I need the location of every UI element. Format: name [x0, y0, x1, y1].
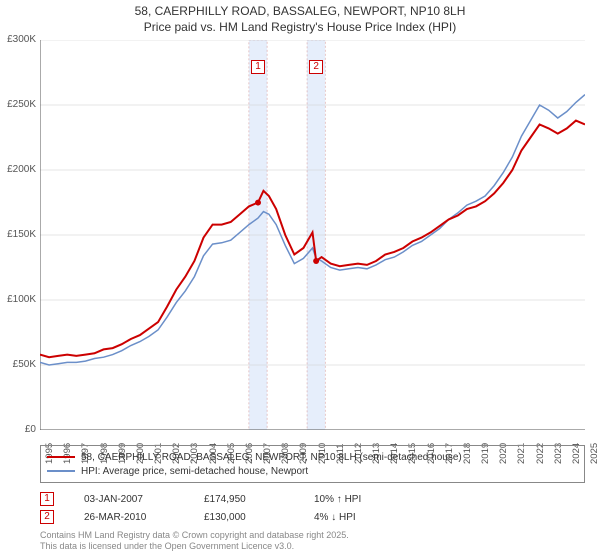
title-line1: 58, CAERPHILLY ROAD, BASSALEG, NEWPORT, … — [0, 4, 600, 20]
y-axis-tick-label: £50K — [0, 359, 36, 370]
hpi-cell: 10% ↑ HPI — [314, 494, 361, 505]
legend: 58, CAERPHILLY ROAD, BASSALEG, NEWPORT, … — [40, 445, 585, 483]
date-cell: 26-MAR-2010 — [84, 512, 174, 523]
chart-marker-badge: 1 — [251, 60, 265, 74]
legend-swatch — [47, 456, 75, 458]
y-axis-tick-label: £300K — [0, 34, 36, 45]
marker-badge: 2 — [40, 510, 54, 524]
line-chart — [40, 40, 585, 430]
legend-item-property: 58, CAERPHILLY ROAD, BASSALEG, NEWPORT, … — [47, 450, 578, 464]
y-axis-tick-label: £100K — [0, 294, 36, 305]
y-axis-tick-label: £150K — [0, 229, 36, 240]
y-axis-tick-label: £250K — [0, 99, 36, 110]
data-row: 2 26-MAR-2010 £130,000 4% ↓ HPI — [40, 508, 361, 526]
data-points-table: 1 03-JAN-2007 £174,950 10% ↑ HPI 2 26-MA… — [40, 490, 361, 526]
legend-item-hpi: HPI: Average price, semi-detached house,… — [47, 464, 578, 478]
data-row: 1 03-JAN-2007 £174,950 10% ↑ HPI — [40, 490, 361, 508]
legend-label: 58, CAERPHILLY ROAD, BASSALEG, NEWPORT, … — [81, 452, 462, 463]
footer-line2: This data is licensed under the Open Gov… — [40, 541, 349, 552]
x-axis-tick-label: 2025 — [589, 436, 600, 464]
legend-label: HPI: Average price, semi-detached house,… — [81, 466, 308, 477]
legend-swatch — [47, 470, 75, 472]
date-cell: 03-JAN-2007 — [84, 494, 174, 505]
chart-title: 58, CAERPHILLY ROAD, BASSALEG, NEWPORT, … — [0, 0, 600, 35]
footer-attribution: Contains HM Land Registry data © Crown c… — [40, 530, 349, 552]
chart-marker-badge: 2 — [309, 60, 323, 74]
chart-area: £0£50K£100K£150K£200K£250K£300K 19951996… — [40, 40, 585, 430]
y-axis-tick-label: £0 — [0, 424, 36, 435]
footer-line1: Contains HM Land Registry data © Crown c… — [40, 530, 349, 541]
y-axis-tick-label: £200K — [0, 164, 36, 175]
marker-badge: 1 — [40, 492, 54, 506]
title-line2: Price paid vs. HM Land Registry's House … — [0, 20, 600, 36]
price-cell: £174,950 — [204, 494, 284, 505]
price-cell: £130,000 — [204, 512, 284, 523]
hpi-cell: 4% ↓ HPI — [314, 512, 356, 523]
